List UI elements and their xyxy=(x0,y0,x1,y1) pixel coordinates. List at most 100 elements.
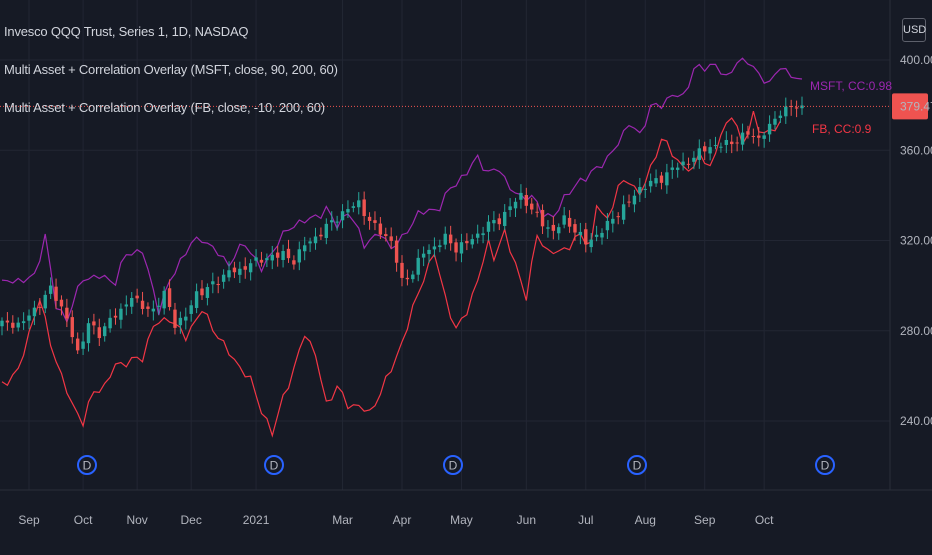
y-tick-label: 280.00 xyxy=(900,324,932,338)
candle-body xyxy=(367,216,372,221)
candle-body xyxy=(189,305,193,314)
x-tick-label: Oct xyxy=(755,513,774,527)
candle-body xyxy=(146,306,150,309)
y-tick-label: 360.00 xyxy=(900,143,932,157)
dividend-marker-label: D xyxy=(633,459,642,473)
candle-body xyxy=(648,180,653,187)
candle-body xyxy=(411,274,415,280)
candle-body xyxy=(767,123,772,135)
candle-body xyxy=(330,220,334,223)
candle-body xyxy=(81,341,85,349)
dividend-marker-ring xyxy=(627,455,647,475)
candle-body xyxy=(173,309,177,328)
x-tick-label: May xyxy=(450,513,473,527)
candle-body xyxy=(757,135,761,138)
candle-body xyxy=(221,274,226,282)
candle-body xyxy=(600,232,604,238)
candle-body xyxy=(681,161,685,166)
candle-body xyxy=(205,287,210,298)
candle-body xyxy=(211,281,215,285)
candle-body xyxy=(546,227,550,229)
candle-body xyxy=(665,172,669,186)
candle-body xyxy=(421,253,426,258)
candle-body xyxy=(357,200,361,208)
y-tick-label: 400.00 xyxy=(900,53,932,67)
candle-body xyxy=(573,224,577,233)
x-tick-label: Jul xyxy=(578,513,593,527)
candle-body xyxy=(200,288,204,296)
candle-body xyxy=(443,233,447,245)
current-price-badge xyxy=(892,93,928,120)
x-tick-label: Aug xyxy=(635,513,656,527)
candle-body xyxy=(508,206,512,211)
series-line-msft xyxy=(1,57,803,324)
candle-body xyxy=(524,195,529,206)
candle-body xyxy=(194,291,199,308)
x-tick-label: Dec xyxy=(181,513,202,527)
dividend-marker: D xyxy=(77,455,97,475)
x-tick-label: Oct xyxy=(74,513,93,527)
candle-body xyxy=(416,257,420,275)
candle-body xyxy=(492,220,496,224)
candle-body xyxy=(297,249,301,263)
candle-body xyxy=(643,188,647,190)
candle-body xyxy=(75,338,80,351)
candle-body xyxy=(124,304,129,307)
x-tick-label: Nov xyxy=(126,513,147,527)
candle-body xyxy=(275,252,280,258)
candle-body xyxy=(54,286,58,301)
candle-body xyxy=(762,135,766,139)
candle-body xyxy=(5,320,10,323)
candle-body xyxy=(384,234,388,236)
series-label-msft: MSFT, CC:0.98 xyxy=(810,79,892,93)
candle-body xyxy=(281,251,285,260)
candle-body xyxy=(103,326,107,337)
candle-body xyxy=(481,233,485,236)
candle-body xyxy=(38,306,42,308)
candle-body xyxy=(611,218,615,224)
candle-body xyxy=(551,224,556,231)
candle-body xyxy=(540,209,545,227)
candle-body xyxy=(724,139,729,145)
candle-body xyxy=(773,118,777,125)
candle-body xyxy=(130,297,134,307)
candle-body xyxy=(308,241,312,244)
series-line-fb xyxy=(1,110,781,438)
candle-body xyxy=(243,266,247,270)
candle-body xyxy=(335,221,339,223)
candle-body xyxy=(119,308,123,320)
candle-body xyxy=(578,231,583,236)
candle-body xyxy=(584,229,588,245)
candle-body xyxy=(692,157,696,162)
candle-body xyxy=(292,260,296,265)
candle-body xyxy=(616,216,620,218)
candle-body xyxy=(751,135,756,137)
candle-body xyxy=(740,132,745,145)
indicator-label-msft[interactable]: Multi Asset + Correlation Overlay (MSFT,… xyxy=(4,62,338,77)
candle-body xyxy=(454,242,458,253)
candle-body xyxy=(394,240,399,263)
candle-body xyxy=(675,167,680,170)
dividend-marker-label: D xyxy=(449,459,458,473)
candle-body xyxy=(589,239,593,248)
candle-body xyxy=(789,106,793,108)
dividend-marker: D xyxy=(264,455,284,475)
candle-body xyxy=(730,141,734,145)
candle-body xyxy=(140,300,145,309)
candle-body xyxy=(470,239,474,245)
chart-title[interactable]: Invesco QQQ Trust, Series 1, 1D, NASDAQ xyxy=(4,24,249,39)
indicator-label-fb[interactable]: Multi Asset + Correlation Overlay (FB, c… xyxy=(4,100,325,115)
candle-body xyxy=(16,322,20,328)
y-tick-label: 320.00 xyxy=(900,234,932,248)
candle-body xyxy=(621,204,626,220)
candle-body xyxy=(594,234,599,237)
candle-body xyxy=(719,146,723,148)
currency-button[interactable]: USD xyxy=(902,18,926,42)
candle-body xyxy=(248,263,253,273)
candle-body xyxy=(232,267,237,273)
dividend-marker-ring xyxy=(815,455,835,475)
candle-body xyxy=(86,323,91,344)
candle-body xyxy=(670,167,674,170)
